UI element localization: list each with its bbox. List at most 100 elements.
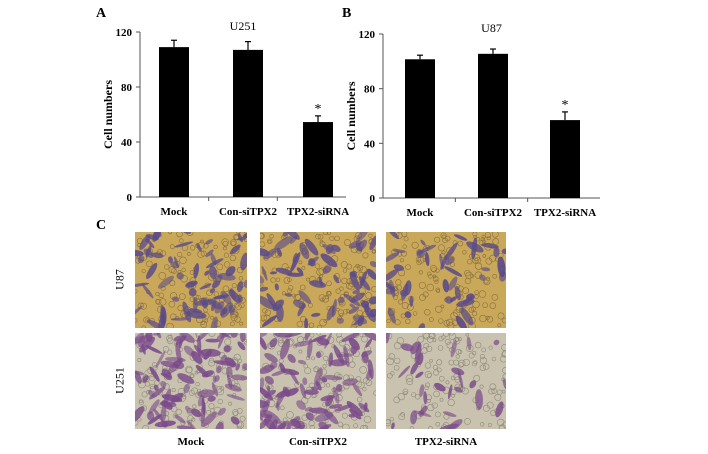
stained-cell (223, 345, 231, 353)
pore (341, 277, 348, 284)
pore (278, 358, 284, 364)
pore (141, 325, 146, 328)
micrograph-u87-0 (135, 232, 247, 328)
stained-cell (466, 336, 472, 351)
stained-cell (348, 306, 360, 314)
stained-cell (423, 391, 428, 405)
pore (326, 232, 332, 236)
pore (275, 277, 281, 282)
pore (317, 324, 322, 328)
x-tick-label: TPX2-siRNA (534, 207, 596, 219)
stained-cell (434, 382, 446, 392)
stained-cell (193, 263, 200, 279)
pore (337, 309, 345, 316)
pore (436, 359, 443, 366)
pore (190, 374, 195, 378)
pore (395, 279, 402, 286)
pore (424, 362, 431, 369)
stained-cell (172, 296, 180, 302)
pore (487, 422, 492, 427)
pore (301, 266, 306, 270)
stained-cell (225, 366, 233, 378)
pore (237, 358, 243, 364)
stained-cell (195, 364, 209, 378)
micrograph-u87-1 (260, 232, 376, 328)
stained-cell (398, 365, 411, 378)
stained-cell (205, 239, 213, 245)
stained-cell (349, 271, 360, 291)
pore (308, 420, 315, 427)
stained-cell (224, 383, 242, 392)
stained-cell (217, 407, 226, 416)
stained-cell (168, 256, 174, 264)
stained-cell (185, 405, 192, 414)
stained-cell (272, 299, 285, 312)
pore (356, 396, 363, 403)
micrograph-u251-0 (135, 333, 247, 429)
stained-cell (308, 258, 316, 267)
stained-cell (157, 314, 166, 328)
stained-cell (348, 240, 362, 249)
pore (484, 232, 491, 239)
stained-cell (404, 311, 412, 319)
stained-cell (471, 237, 478, 260)
stained-cell (142, 284, 154, 299)
stained-cell (389, 279, 396, 298)
stained-cell (457, 369, 464, 389)
stained-cell (207, 395, 216, 402)
pore (418, 281, 426, 289)
pore (234, 302, 240, 308)
stained-cell (276, 422, 286, 429)
x-tick-label: TPX2-siRNA (287, 206, 349, 218)
pore (322, 364, 327, 369)
stained-cell (160, 380, 167, 388)
pore (149, 376, 155, 382)
bar (303, 122, 333, 197)
pore (428, 333, 436, 340)
pore (195, 294, 201, 300)
row-label: U87 (112, 269, 127, 290)
y-tick-label: 80 (364, 84, 376, 96)
stained-cell (236, 281, 244, 292)
pore (158, 272, 167, 280)
stained-cell (311, 312, 321, 317)
pore (309, 424, 315, 429)
pore (435, 421, 441, 427)
pore (189, 270, 195, 275)
stained-cell (501, 248, 506, 255)
stained-cell (163, 388, 172, 405)
stained-cell (369, 261, 376, 268)
stained-cell (227, 374, 233, 389)
stained-cell (149, 366, 160, 382)
stained-cell (364, 303, 370, 313)
stained-cell (333, 274, 340, 284)
pore (200, 239, 204, 244)
pore (142, 424, 149, 429)
pore (502, 373, 506, 380)
pore (355, 380, 363, 388)
stained-cell (328, 352, 334, 367)
stained-cell (352, 289, 360, 295)
pore (496, 418, 505, 427)
pore (235, 303, 242, 310)
stained-cell (336, 317, 344, 324)
pore (267, 238, 273, 244)
stained-cell (304, 318, 309, 328)
pore (489, 302, 497, 309)
pore (335, 288, 341, 294)
pore (342, 423, 350, 429)
stained-cell (349, 303, 356, 309)
bar (159, 47, 189, 197)
pore (423, 333, 431, 340)
pore (208, 359, 215, 367)
pore (222, 246, 227, 251)
stained-cell (404, 280, 412, 296)
stained-cell (243, 279, 247, 288)
pore (405, 374, 414, 382)
pore (474, 294, 479, 299)
pore (402, 244, 407, 249)
stained-cell (282, 232, 289, 237)
y-tick-label: 120 (359, 29, 376, 41)
pore (316, 333, 322, 336)
pore (432, 364, 438, 370)
